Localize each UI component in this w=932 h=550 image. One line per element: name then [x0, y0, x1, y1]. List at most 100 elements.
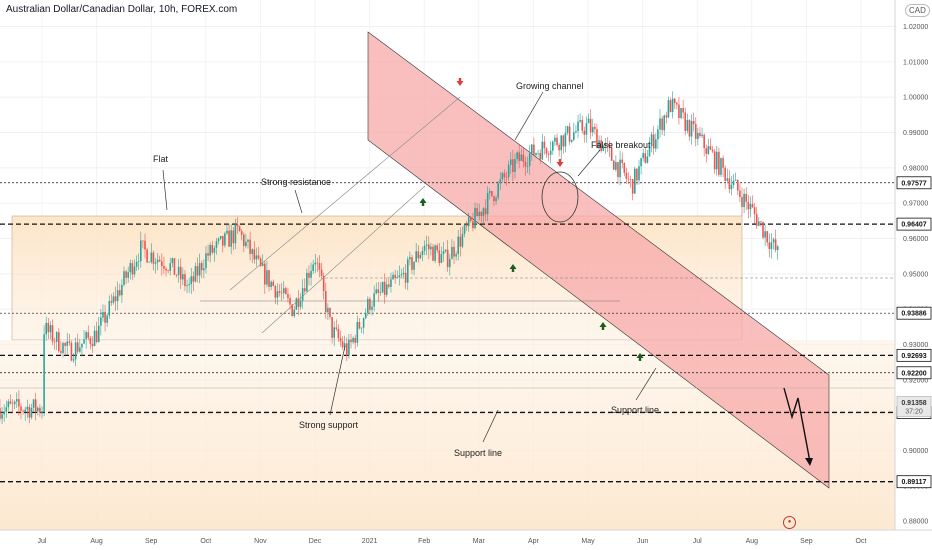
pointer-support-line-left [482, 409, 499, 443]
price-axis[interactable]: 0.880000.890000.900000.910000.920000.930… [903, 24, 928, 526]
candle-body [667, 100, 670, 118]
candle-body [631, 179, 634, 194]
candle-body [573, 132, 575, 140]
candle-body [41, 411, 43, 413]
candle-body [219, 236, 222, 239]
candle-body [745, 193, 748, 202]
candle-body [690, 120, 693, 137]
projection-arrow-head [805, 458, 813, 466]
candle-body [356, 321, 359, 343]
candle-body [442, 251, 445, 255]
candle-body [150, 252, 153, 263]
candle-body [478, 211, 481, 217]
candle-body [636, 168, 638, 181]
candle-body [755, 214, 758, 226]
currency-badge[interactable]: CAD [905, 4, 930, 17]
candle-body [552, 141, 554, 151]
candle-body [392, 274, 394, 280]
candle-body [154, 262, 157, 264]
candle-body [350, 339, 352, 343]
candle-body [522, 154, 525, 162]
candle-body [348, 339, 350, 356]
candle-body [127, 272, 129, 278]
candle-body [89, 337, 92, 344]
candle-body [449, 259, 451, 268]
candle-body [240, 231, 243, 235]
candle-body [501, 173, 504, 180]
candle-body [627, 178, 630, 180]
time-tick-label: 2021 [362, 538, 378, 545]
candle-body [697, 133, 699, 139]
candle-body [421, 250, 424, 256]
candle-body [549, 150, 552, 155]
candle-body [163, 265, 165, 269]
candle-body [282, 288, 285, 294]
candle-body [724, 167, 726, 181]
candle-body [211, 244, 214, 253]
candle-body [776, 246, 779, 251]
candle-body [343, 343, 346, 348]
candle-body [32, 399, 35, 408]
candle-body [318, 263, 321, 270]
candle-body [587, 118, 590, 124]
candle-body [768, 242, 771, 250]
candle-body [589, 118, 592, 133]
candle-body [79, 347, 81, 352]
candle-body [335, 327, 338, 329]
price-tick-label: 0.97000 [903, 201, 928, 208]
candle-body [272, 281, 275, 286]
candlestick-series [0, 91, 779, 424]
label-growing-channel: Growing channel [516, 81, 584, 91]
candle-body [451, 246, 453, 260]
level-price-label: 0.97577 [901, 180, 926, 187]
candle-body [45, 322, 48, 335]
candle-body [581, 120, 584, 131]
candle-body [243, 234, 245, 247]
candle-body [663, 115, 666, 131]
candle-body [640, 158, 642, 167]
candle-body [135, 261, 138, 267]
price-tick-label: 0.96000 [903, 236, 928, 243]
candle-body [463, 225, 466, 234]
candle-body [661, 118, 663, 131]
candle-body [118, 290, 121, 296]
candle-body [568, 126, 571, 142]
level-price-box [896, 348, 932, 362]
time-axis[interactable]: Jul Aug Sep Oct Nov Dec 2021 Feb Mar Apr May Jun Jul… [38, 538, 867, 545]
candle-body [514, 159, 516, 173]
candle-body [585, 123, 588, 135]
candle-body [533, 144, 535, 156]
candle-body [192, 276, 195, 282]
candle-body [764, 231, 766, 238]
candle-body [139, 240, 142, 262]
candle-body [440, 254, 443, 263]
candle-body [148, 262, 151, 263]
time-tick-label: Nov [254, 538, 267, 545]
price-tick-label: 0.93000 [903, 342, 928, 349]
candle-body [406, 259, 409, 283]
candle-body [402, 272, 405, 275]
annotation-labels: Flat Strong resistance Strong support Su… [153, 81, 659, 458]
candle-body [236, 224, 239, 227]
price-levels [0, 182, 895, 483]
candle-body [617, 162, 619, 178]
candle-body [72, 359, 75, 361]
candle-body [398, 275, 401, 278]
candle-body [362, 318, 365, 328]
candle-body [190, 276, 193, 285]
candle-body [257, 255, 260, 259]
level-price-label: 0.92693 [901, 353, 926, 360]
candle-body [215, 241, 218, 248]
current-price-box [896, 396, 932, 417]
candle-body [238, 226, 241, 232]
candle-body [388, 284, 390, 287]
price-level-labels: 0.975770.964070.938860.926930.922000.910… [896, 176, 932, 489]
record-icon[interactable]: ● [783, 516, 796, 529]
candle-body [743, 193, 745, 208]
annotation-overlay [162, 91, 813, 466]
candle-body [665, 115, 668, 118]
candle-body [297, 298, 300, 307]
candle-body [509, 159, 512, 165]
false-breakout-circle [541, 171, 579, 223]
